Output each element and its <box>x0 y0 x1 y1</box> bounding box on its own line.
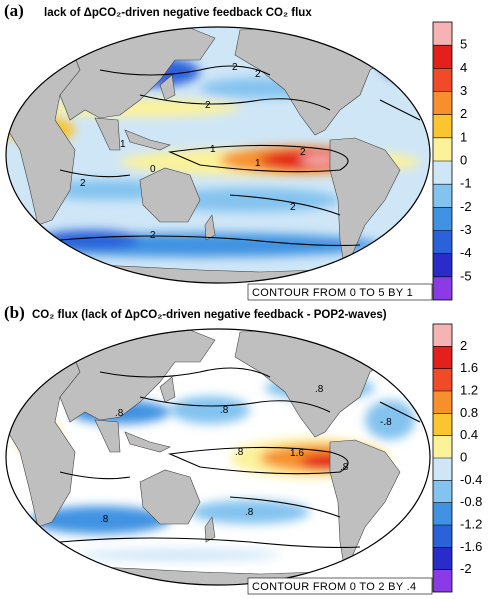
panel-label: (a) <box>4 1 24 20</box>
colorbar-label: -2 <box>460 561 472 576</box>
contour-label: .8 <box>235 447 244 458</box>
colorbar-box <box>433 525 452 548</box>
colorbar-box <box>433 324 452 347</box>
panel-label: (b) <box>4 303 25 322</box>
contour-label: .8 <box>245 507 254 518</box>
contour-label: 2 <box>205 100 211 111</box>
colorbar-label: -4 <box>460 245 472 260</box>
colorbar-box <box>433 502 452 525</box>
colorbar-box <box>433 45 452 69</box>
colorbar-box <box>433 184 452 208</box>
colorbar-label: 2 <box>460 106 467 121</box>
colorbar-box <box>433 253 452 277</box>
colorbar-box <box>433 114 452 138</box>
colorbar-box <box>433 137 452 161</box>
colorbar-label: 0.8 <box>460 405 478 420</box>
colorbar-label: 1 <box>460 129 467 144</box>
colorbar-label: -5 <box>460 268 472 283</box>
contour-label: 2 <box>232 62 238 73</box>
colorbar-label: 5 <box>460 37 467 52</box>
colorbar-box <box>433 569 452 592</box>
panel-title: lack of ΔpCO₂-driven negative feedback C… <box>44 7 312 19</box>
contour-label: 2 <box>150 230 156 241</box>
map <box>6 329 430 585</box>
contour-label: 0 <box>150 164 156 175</box>
colorbar-box <box>433 161 452 185</box>
contour-label: 2 <box>300 147 306 158</box>
contour-label: .8 <box>220 405 229 416</box>
colorbar-box <box>433 91 452 115</box>
colorbar-box <box>433 391 452 414</box>
contour-label: 1 <box>210 144 216 155</box>
contour-label: 1.6 <box>290 448 304 459</box>
colorbar-label: -0.4 <box>460 472 482 487</box>
contour-label: 1 <box>120 139 126 150</box>
colorbar-label: -1.2 <box>460 516 482 531</box>
contour-label: .8 <box>115 408 124 419</box>
colorbar-box <box>433 547 452 570</box>
colorbar-label: -1 <box>460 176 472 191</box>
colorbar-label: -3 <box>460 222 472 237</box>
colorbar-label: -2 <box>460 199 472 214</box>
colorbar-box <box>433 413 452 436</box>
colorbar-label: -1.6 <box>460 539 482 554</box>
colorbar-label: 0.4 <box>460 427 478 442</box>
colorbar-box <box>433 480 452 503</box>
colorbar-box <box>433 368 452 391</box>
colorbar-box <box>433 68 452 92</box>
colorbar-label: 4 <box>460 60 467 75</box>
contour-label: .8 <box>340 462 349 473</box>
colorbar-label: 1.2 <box>460 382 478 397</box>
colorbar-box <box>433 458 452 481</box>
colorbar-label: 2 <box>460 338 467 353</box>
contour-label: 2 <box>290 202 296 213</box>
colorbar-label: 0 <box>460 152 467 167</box>
colorbars: 5 4 3 2 1 0 -1 -2 -3 -4 -5 2 1.6 1.2 0.8 0.4 0 -0.4 -0.8 -1… <box>432 21 482 593</box>
contour-note: CONTOUR FROM 0 TO 2 BY .4 <box>252 581 416 593</box>
colorbar-label: 3 <box>460 83 467 98</box>
contour-label: 1 <box>255 158 261 169</box>
contour-label: 2 <box>80 178 86 189</box>
colorbar-box <box>433 276 452 300</box>
colorbar-label: -0.8 <box>460 494 482 509</box>
contour-label: 2 <box>255 69 261 80</box>
colorbar-box <box>433 22 452 46</box>
colorbar-box <box>433 435 452 458</box>
contour-label: .8 <box>100 514 109 525</box>
colorbar-label: 1.6 <box>460 360 478 375</box>
contour-label: -.8 <box>380 417 392 428</box>
colorbar-box <box>433 207 452 231</box>
colorbar-box <box>433 230 452 254</box>
colorbar-label: 0 <box>460 449 467 464</box>
contour-label: .8 <box>315 384 324 395</box>
contour-note: CONTOUR FROM 0 TO 5 BY 1 <box>252 287 413 299</box>
colorbar-box <box>433 346 452 369</box>
panel-title: CO₂ flux (lack of ΔpCO₂-driven negative … <box>32 309 387 321</box>
